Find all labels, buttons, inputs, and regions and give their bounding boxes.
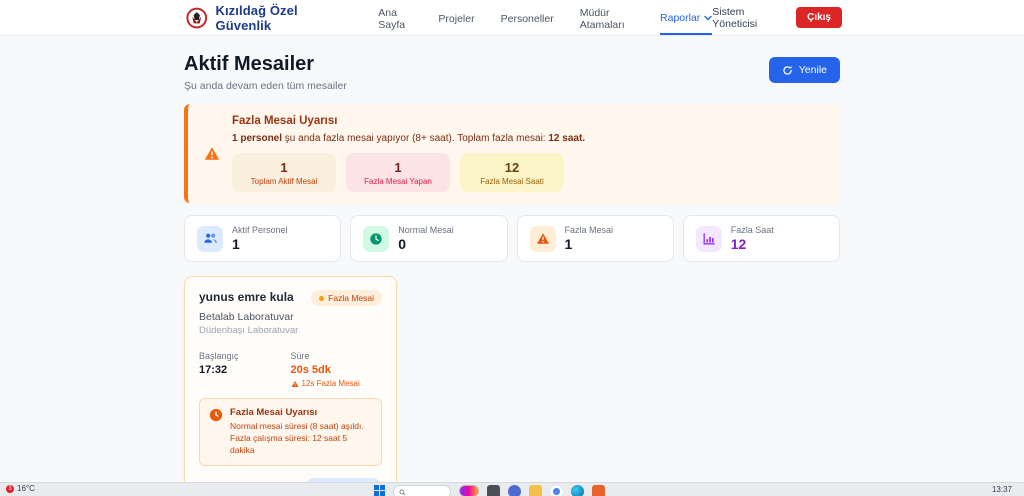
- taskbar-app-game-icon[interactable]: [459, 485, 479, 496]
- windows-taskbar: 3 16°C 13:37: [0, 482, 1024, 496]
- user-role-label: Sistem Yöneticisi: [712, 5, 758, 30]
- alert-message: 1 personel şu anda fazla mesai yapıyor (…: [232, 133, 586, 144]
- warning-triangle-icon: [204, 147, 220, 160]
- nav-links: Ana Sayfa Projeler Personeller Müdür Ata…: [378, 0, 713, 40]
- nav-item-personeller[interactable]: Personeller: [500, 12, 554, 25]
- chevron-down-icon: [704, 15, 712, 20]
- brand-name: Kızıldağ Özel Güvenlik: [215, 2, 298, 33]
- card-alert-title: Fazla Mesai Uyarısı: [230, 407, 318, 418]
- personnel-name: yunus emre kula: [199, 290, 294, 304]
- mini-stat-overtime-hours: 12 Fazla Mesai Saati: [460, 153, 564, 192]
- alert-count: 1 personel: [232, 133, 283, 144]
- windows-start-icon[interactable]: [374, 485, 385, 496]
- brand[interactable]: Kızıldağ Özel Güvenlik: [186, 3, 342, 33]
- refresh-label: Yenile: [798, 64, 827, 76]
- taskbar-app-chrome-icon[interactable]: [550, 485, 563, 496]
- duration-label: Süre: [290, 351, 310, 361]
- mini-stat-total-active: 1 Toplam Aktif Mesai: [232, 153, 336, 192]
- weather-badge: 3: [6, 484, 14, 493]
- personnel-company: Betalab Laboratuvar: [199, 311, 294, 323]
- nav-item-ana-sayfa[interactable]: Ana Sayfa: [378, 6, 406, 31]
- taskbar-app-teams-icon[interactable]: [508, 485, 521, 496]
- personnel-location: Düdenbaşı Laboratuvar: [199, 325, 299, 336]
- page-header: Aktif Mesailer Şu anda devam eden tüm me…: [184, 53, 840, 92]
- nav-item-mudur-atamalari[interactable]: Müdür Atamaları: [579, 6, 625, 31]
- stat-card-normal-mesai: Normal Mesai 0: [350, 215, 508, 262]
- page-subtitle: Şu anda devam eden tüm mesailer: [184, 80, 347, 92]
- users-icon: [203, 233, 217, 243]
- nav-item-projeler[interactable]: Projeler: [438, 12, 475, 25]
- start-label: Başlangıç: [199, 351, 239, 361]
- card-overtime-alert: Fazla Mesai Uyarısı Normal mesai süresi …: [199, 398, 382, 466]
- stat-cards: Aktif Personel 1 Normal Mesai 0 Fazla Mesa…: [184, 215, 840, 262]
- refresh-icon: [783, 65, 792, 75]
- overtime-note: 12s Fazla Mesai: [291, 379, 383, 388]
- duration-value: 20s 5dk: [290, 364, 331, 376]
- refresh-button[interactable]: Yenile: [768, 57, 840, 83]
- status-dot-icon: [319, 295, 325, 301]
- stat-card-fazla-saat: Fazla Saat 12: [682, 215, 840, 262]
- company-logo-icon: [186, 7, 208, 28]
- chart-icon: [703, 232, 715, 244]
- overtime-alert-banner: Fazla Mesai Uyarısı 1 personel şu anda f…: [184, 104, 840, 203]
- overtime-clock-icon: [209, 408, 223, 422]
- mini-stat-overtime-count: 1 Fazla Mesai Yapan: [346, 153, 450, 192]
- personnel-card: yunus emre kula Fazla Mesai Betalab Labo…: [184, 276, 397, 496]
- weather-temp: 16°C: [17, 484, 35, 493]
- taskbar-app-folder-icon[interactable]: [529, 485, 542, 496]
- warning-small-icon: [291, 380, 298, 387]
- overtime-badge: Fazla Mesai: [311, 290, 382, 306]
- stat-card-fazla-mesai: Fazla Mesai 1: [516, 215, 674, 262]
- taskbar-app-edge-icon[interactable]: [571, 485, 584, 496]
- stat-card-aktif-personel: Aktif Personel 1: [184, 215, 342, 262]
- nav-item-raporlar[interactable]: Raporlar: [660, 1, 713, 35]
- top-navbar: Kızıldağ Özel Güvenlik Ana Sayfa Projele…: [0, 0, 1024, 36]
- card-alert-text: Normal mesai süresi (8 saat) aşıldı. Faz…: [230, 421, 364, 455]
- main-content: Aktif Mesailer Şu anda devam eden tüm me…: [184, 36, 840, 496]
- taskbar-search-input[interactable]: [393, 485, 451, 496]
- clock-icon: [370, 232, 382, 245]
- logout-button[interactable]: Çıkış: [796, 7, 842, 28]
- start-time: 17:32: [199, 364, 228, 376]
- alert-mini-stats: 1 Toplam Aktif Mesai 1 Fazla Mesai Yapan…: [232, 153, 824, 192]
- warning-icon: [536, 233, 549, 244]
- search-icon: [399, 489, 406, 495]
- alert-total: 12 saat.: [548, 133, 586, 144]
- nav-item-raporlar-label: Raporlar: [660, 11, 701, 24]
- taskbar-clock[interactable]: 13:37: [991, 485, 1012, 494]
- weather-widget[interactable]: 3 16°C: [6, 484, 35, 493]
- page-title: Aktif Mesailer: [184, 53, 315, 75]
- taskbar-app-icon-1[interactable]: [487, 485, 500, 496]
- alert-title: Fazla Mesai Uyarısı: [232, 115, 338, 127]
- taskbar-app-icon-2[interactable]: [592, 485, 605, 496]
